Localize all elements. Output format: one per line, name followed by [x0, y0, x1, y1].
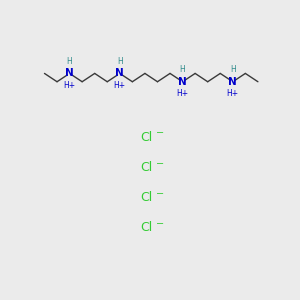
- Text: H: H: [230, 65, 236, 74]
- Text: H+: H+: [176, 89, 189, 98]
- Text: N: N: [228, 77, 237, 87]
- Text: Cl: Cl: [141, 131, 153, 144]
- Text: Cl: Cl: [141, 161, 153, 174]
- Text: H+: H+: [114, 81, 126, 90]
- Text: Cl: Cl: [141, 221, 153, 234]
- Text: −: −: [155, 158, 164, 169]
- Text: Cl: Cl: [141, 191, 153, 204]
- Text: H+: H+: [64, 81, 76, 90]
- Text: N: N: [178, 77, 187, 87]
- Text: −: −: [155, 219, 164, 229]
- Text: N: N: [116, 68, 124, 78]
- Text: H: H: [180, 65, 185, 74]
- Text: H: H: [67, 57, 73, 66]
- Text: H: H: [117, 57, 123, 66]
- Text: N: N: [65, 68, 74, 78]
- Text: −: −: [155, 128, 164, 139]
- Text: H+: H+: [227, 89, 239, 98]
- Text: −: −: [155, 188, 164, 199]
